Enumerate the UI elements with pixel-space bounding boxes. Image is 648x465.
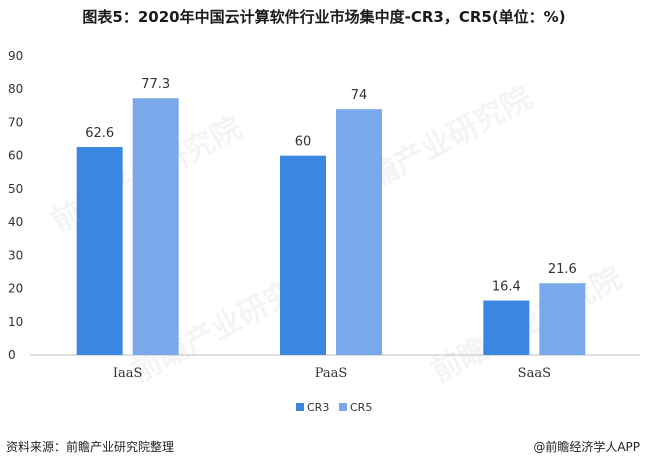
y-tick-label: 70 — [8, 115, 23, 129]
bar-cr3-iaas — [76, 147, 123, 355]
y-tick-label: 20 — [8, 282, 23, 296]
bar-cr5-paas — [336, 109, 382, 356]
y-tick-label: 10 — [8, 315, 23, 329]
y-tick-label: 80 — [8, 82, 23, 96]
legend-swatch-cr5 — [339, 403, 347, 411]
y-tick-label: 30 — [8, 248, 23, 262]
x-tick-label: SaaS — [518, 366, 551, 381]
y-tick-label: 90 — [8, 49, 23, 63]
credit-note: @前瞻经济学人APP — [533, 440, 640, 454]
data-label: 60 — [295, 135, 312, 150]
data-label: 21.6 — [548, 262, 577, 277]
y-tick-label: 0 — [8, 348, 16, 362]
y-tick-label: 60 — [8, 149, 23, 163]
x-tick-label: PaaS — [315, 366, 348, 381]
data-label: 74 — [351, 88, 368, 103]
bar-cr3-paas — [280, 155, 326, 355]
bar-cr5-saas — [539, 283, 586, 355]
x-tick-label: IaaS — [113, 366, 143, 381]
source-note: 资料来源：前瞻产业研究院整理 — [6, 440, 175, 454]
data-label: 16.4 — [492, 280, 521, 295]
bar-cr5-iaas — [132, 98, 179, 355]
bar-cr3-saas — [483, 300, 530, 355]
chart-title: 图表5：2020年中国云计算软件行业市场集中度-CR3，CR5(单位：%) — [82, 8, 566, 26]
legend-swatch-cr3 — [296, 403, 304, 411]
data-label: 77.3 — [141, 77, 170, 92]
data-label: 62.6 — [85, 126, 114, 141]
y-tick-label: 40 — [8, 215, 23, 229]
legend-label-cr3: CR3 — [307, 401, 329, 414]
legend-label-cr5: CR5 — [350, 401, 372, 414]
y-tick-label: 50 — [8, 182, 23, 196]
